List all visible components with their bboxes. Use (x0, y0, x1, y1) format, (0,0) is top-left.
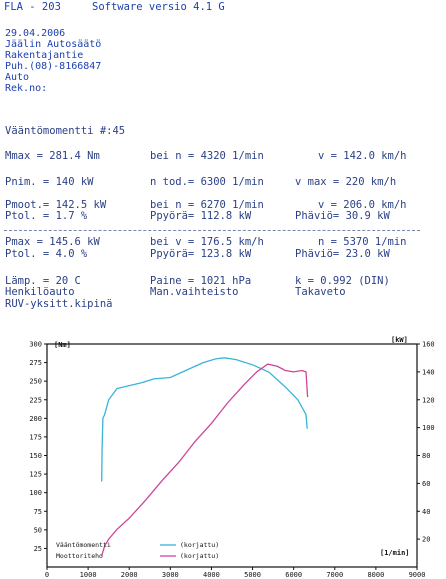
max-power-rpm: n = 5370 1/min (318, 236, 407, 248)
x-tick-label: 2000 (121, 571, 138, 579)
company-phone: Puh.(08)-8166847 (5, 61, 102, 72)
vehicle-label: Auto (5, 72, 30, 83)
y-right-tick-label: 140 (422, 368, 435, 376)
x-tick-label: 9000 (409, 571, 426, 579)
drive-type: Takaveto (295, 286, 346, 298)
y-left-tick-label: 25 (34, 545, 42, 553)
ignition-type: RUV-yksitt.kipinä (5, 298, 113, 310)
x-tick-label: 3000 (162, 571, 179, 579)
nominal-power: Pnim. = 140 kW (5, 176, 94, 188)
y-left-tick-label: 175 (29, 433, 42, 441)
y-axis-right-unit: [kW] (391, 336, 408, 344)
torque-max-speed: v = 142.0 km/h (318, 150, 407, 162)
report-date: 29.04.2006 (5, 28, 66, 39)
torque-max: Mmax = 281.4 Nm (5, 150, 100, 162)
y-left-tick-label: 150 (29, 452, 42, 460)
y-right-tick-label: 60 (422, 480, 430, 488)
actual-rpm: n tod.= 6300 1/min (150, 176, 264, 188)
y-right-tick-label: 40 (422, 508, 430, 516)
x-tick-label: 6000 (285, 571, 302, 579)
x-tick-label: 8000 (367, 571, 384, 579)
x-axis-unit: [1/min] (380, 549, 410, 557)
torque-series-line (101, 357, 308, 482)
y-left-tick-label: 100 (29, 489, 42, 497)
x-tick-label: 5000 (244, 571, 261, 579)
section-divider (4, 230, 420, 231)
y-left-tick-label: 300 (29, 341, 42, 349)
power-loss-2: Phäviö= 23.0 kW (295, 248, 390, 260)
max-power-speed: bei v = 176.5 km/h (150, 236, 264, 248)
torque-max-rpm: bei n = 4320 1/min (150, 150, 264, 162)
x-tick-label: 1000 (80, 571, 97, 579)
power-loss-1: Phäviö= 30.9 kW (295, 210, 390, 222)
power-series-line (101, 363, 309, 556)
engine-power-rpm: bei n = 6270 1/min (150, 199, 264, 211)
legend-torque-suffix: (korjattu) (180, 541, 219, 549)
y-left-tick-label: 125 (29, 471, 42, 479)
legend: Vääntömomentti (korjattu) Moottoriteho (… (56, 541, 219, 560)
temperature: Lämp. = 20 C (5, 275, 81, 287)
air-pressure: Paine = 1021 hPa (150, 275, 252, 287)
company-street: Rakentajantie (5, 50, 84, 61)
y-left-tick-label: 200 (29, 415, 42, 423)
vehicle-type: Henkilöauto (5, 286, 75, 298)
max-power: Pmax = 145.6 kW (5, 236, 100, 248)
x-tick-label: 4000 (203, 571, 220, 579)
legend-power-label: Moottoriteho (56, 552, 103, 560)
y-left-tick-label: 50 (34, 526, 42, 534)
y-right-tick-label: 80 (422, 452, 430, 460)
y-left-tick-label: 250 (29, 378, 42, 386)
max-speed: v max = 220 km/h (295, 176, 397, 188)
legend-power-suffix: (korjattu) (180, 552, 219, 560)
tolerance-1: Ptol. = 1.7 % (5, 210, 88, 222)
correction-factor: k = 0.992 (DIN) (295, 275, 390, 287)
y-right-tick-label: 20 (422, 536, 430, 544)
device-model: FLA - 203 (4, 1, 61, 13)
engine-power: Pmoot.= 142.5 kW (5, 199, 107, 211)
x-tick-label: 7000 (326, 571, 343, 579)
company-name: Jäälin Autosäätö (5, 39, 102, 50)
y-right-tick-label: 160 (422, 341, 435, 349)
y-left-tick-label: 275 (29, 359, 42, 367)
software-version: Software versio 4.1 G (92, 1, 225, 13)
registration-label: Rek.no: (5, 83, 48, 94)
engine-power-speed: v = 206.0 km/h (318, 199, 407, 211)
tolerance-2: Ptol. = 4.0 % (5, 248, 88, 260)
y-right-tick-label: 100 (422, 424, 435, 432)
dyno-chart: 25 50 75 100 125 150 175 200 225 250 275 300 20 40 60… (29, 336, 435, 579)
y-left-tick-label: 75 (34, 508, 42, 516)
y-axis-left-unit: [Nm] (54, 341, 71, 349)
legend-torque-label: Vääntömomentti (56, 541, 111, 549)
wheel-power-1: Ppyörä= 112.8 kW (150, 210, 252, 222)
x-tick-label: 0 (45, 571, 49, 579)
wheel-power-2: Ppyörä= 123.8 kW (150, 248, 252, 260)
report-title: Vääntömomentti #:45 (5, 125, 126, 137)
y-left-tick-label: 225 (29, 396, 42, 404)
gearbox-type: Man.vaihteisto (150, 286, 239, 298)
y-right-tick-label: 120 (422, 396, 435, 404)
